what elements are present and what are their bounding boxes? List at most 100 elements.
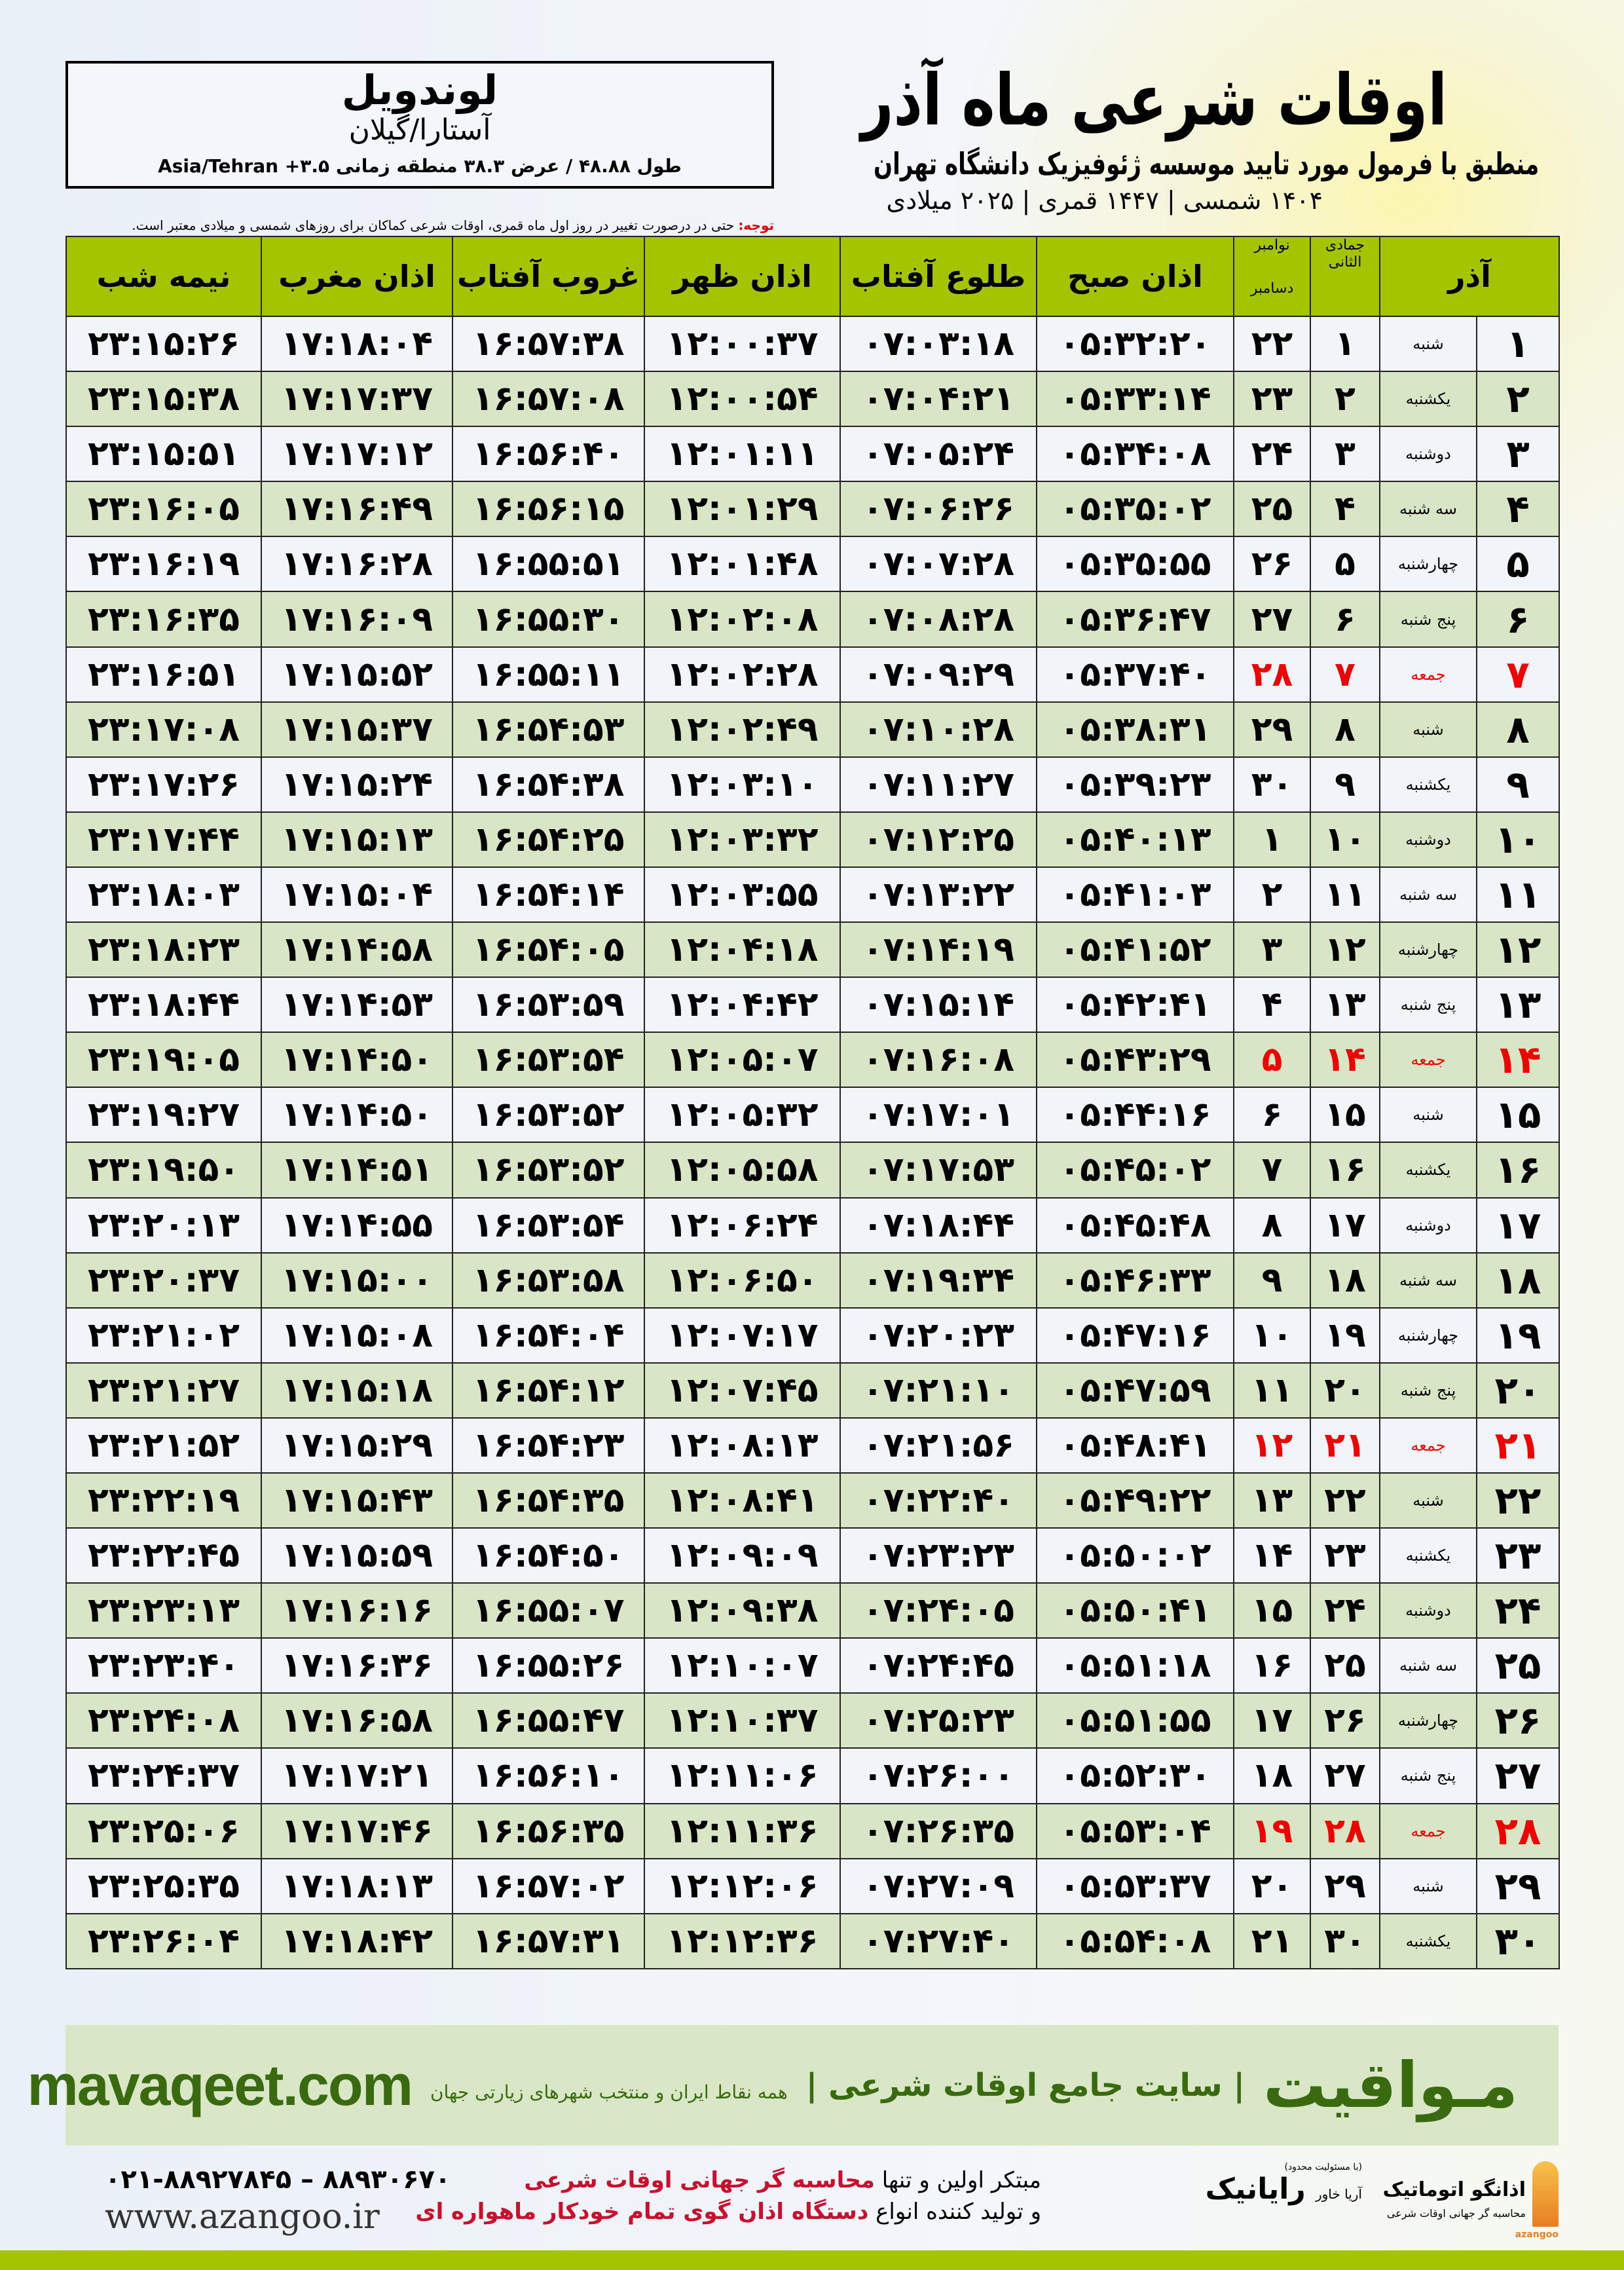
cell-fajr: ۰۵:۴۴:۱۶ — [1036, 1087, 1234, 1144]
table-row: ۱ شنبه ۱ ۲۲ ۰۵:۳۲:۲۰ ۰۷:۰۳:۱۸ ۱۲:۰۰:۳۷ ۱۶:۵۷:۳۸… — [65, 315, 1560, 373]
cell-midnight: ۲۳:۱۸:۴۴ — [65, 977, 262, 1033]
adv-1a: مبتکر اولین و تنها — [874, 2167, 1041, 2193]
table-row: ۱۶ یکشنبه ۱۶ ۷ ۰۵:۴۵:۰۲ ۰۷:۱۷:۵۳ ۱۲:۰۵:۵۸ ۱۶:۵۳… — [65, 1142, 1560, 1199]
cell-fajr: ۰۵:۵۰:۰۲ — [1036, 1527, 1234, 1584]
phone-numbers: ۰۲۱-۸۸۹۲۷۸۴۵ – ۸۸۹۳۰۶۷۰ — [105, 2165, 451, 2195]
cell-dhuhr: ۱۲:۰۴:۱۸ — [644, 921, 841, 978]
cell-day: ۲۲ — [1476, 1472, 1560, 1529]
cell-miladi: ۹ — [1233, 1252, 1311, 1309]
cell-day: ۲۴ — [1476, 1582, 1560, 1639]
cell-weekday: سه شنبه — [1378, 1252, 1478, 1309]
cell-maghrib: ۱۷:۱۷:۱۲ — [261, 426, 453, 483]
cell-maghrib: ۱۷:۱۴:۵۱ — [261, 1142, 453, 1199]
cell-fajr: ۰۵:۴۷:۱۶ — [1036, 1307, 1234, 1364]
cell-qamari: ۴ — [1310, 481, 1380, 538]
cell-day: ۱۱ — [1476, 866, 1560, 923]
cell-sunset: ۱۶:۵۵:۱۱ — [452, 646, 645, 703]
cell-dhuhr: ۱۲:۰۰:۳۷ — [644, 315, 841, 373]
cell-miladi: ۸ — [1233, 1197, 1311, 1254]
col-midnight: نیمه شب — [65, 236, 262, 317]
table-row: ۲ یکشنبه ۲ ۲۳ ۰۵:۳۳:۱۴ ۰۷:۰۴:۲۱ ۱۲:۰۰:۵۴ ۱۶:۵۷:… — [65, 371, 1560, 428]
cell-midnight: ۲۳:۲۴:۳۷ — [65, 1747, 262, 1804]
cell-maghrib: ۱۷:۱۶:۱۶ — [261, 1582, 453, 1639]
cell-sunset: ۱۶:۵۶:۱۵ — [452, 481, 645, 538]
cell-dhuhr: ۱۲:۱۰:۳۷ — [644, 1692, 841, 1749]
city-name: لوندویل — [341, 66, 498, 114]
cell-day: ۲۹ — [1476, 1857, 1560, 1914]
cell-dhuhr: ۱۲:۰۷:۱۷ — [644, 1307, 841, 1364]
cell-weekday: یکشنبه — [1378, 1527, 1478, 1584]
table-row: ۲۵ سه شنبه ۲۵ ۱۶ ۰۵:۵۱:۱۸ ۰۷:۲۴:۴۵ ۱۲:۱۰:۰۷ ۱۶:… — [65, 1637, 1560, 1694]
cell-sunset: ۱۶:۵۴:۱۴ — [452, 866, 645, 923]
cell-sunrise: ۰۷:۲۱:۵۶ — [840, 1417, 1037, 1474]
table-row: ۱۰ دوشنبه ۱۰ ۱ ۰۵:۴۰:۱۳ ۰۷:۱۲:۲۵ ۱۲:۰۳:۳۲ ۱۶:۵۴… — [65, 811, 1560, 868]
cell-maghrib: ۱۷:۱۶:۵۸ — [261, 1692, 453, 1749]
table-row: ۴ سه شنبه ۴ ۲۵ ۰۵:۳۵:۰۲ ۰۷:۰۶:۲۶ ۱۲:۰۱:۲۹ ۱۶:۵۶… — [65, 481, 1560, 538]
cell-sunrise: ۰۷:۰۸:۲۸ — [840, 591, 1037, 648]
adv-2b: دستگاه اذان گوی تمام خودکار ماهواره ای — [415, 2199, 869, 2225]
cell-miladi: ۶ — [1233, 1087, 1311, 1144]
cell-midnight: ۲۳:۲۰:۳۷ — [65, 1252, 262, 1309]
cell-sunset: ۱۶:۵۷:۰۲ — [452, 1857, 645, 1914]
slogan-sub: همه نقاط ایران و منتخب شهرهای زیارتی جها… — [430, 2081, 788, 2103]
cell-day: ۱۶ — [1476, 1142, 1560, 1199]
cell-miladi: ۱ — [1233, 811, 1311, 868]
cell-day: ۱۲ — [1476, 921, 1560, 978]
cell-maghrib: ۱۷:۱۷:۲۱ — [261, 1747, 453, 1804]
cell-qamari: ۱۸ — [1310, 1252, 1380, 1309]
table-row: ۶ پنج شنبه ۶ ۲۷ ۰۵:۳۶:۴۷ ۰۷:۰۸:۲۸ ۱۲:۰۲:۰۸ ۱۶:۵… — [65, 591, 1560, 648]
cell-dhuhr: ۱۲:۰۵:۵۸ — [644, 1142, 841, 1199]
cell-miladi: ۲۲ — [1233, 315, 1311, 373]
cell-sunset: ۱۶:۵۴:۳۸ — [452, 756, 645, 813]
cell-midnight: ۲۳:۲۱:۰۲ — [65, 1307, 262, 1364]
cell-fajr: ۰۵:۴۸:۴۱ — [1036, 1417, 1234, 1474]
cell-sunrise: ۰۷:۲۷:۰۹ — [840, 1857, 1037, 1914]
rayanik-name: رایانیک — [1205, 2172, 1306, 2206]
cell-weekday: چهارشنبه — [1378, 1307, 1478, 1364]
cell-maghrib: ۱۷:۱۴:۵۰ — [261, 1087, 453, 1144]
cell-sunset: ۱۶:۵۴:۵۳ — [452, 701, 645, 758]
cell-day: ۱۹ — [1476, 1307, 1560, 1364]
cell-day: ۸ — [1476, 701, 1560, 758]
cell-fajr: ۰۵:۴۱:۵۲ — [1036, 921, 1234, 978]
cell-sunset: ۱۶:۵۳:۵۴ — [452, 1197, 645, 1254]
cell-dhuhr: ۱۲:۱۱:۰۶ — [644, 1747, 841, 1804]
cell-sunrise: ۰۷:۲۷:۴۰ — [840, 1912, 1037, 1969]
cell-day: ۱۰ — [1476, 811, 1560, 868]
table-row: ۱۴ جمعه ۱۴ ۵ ۰۵:۴۳:۲۹ ۰۷:۱۶:۰۸ ۱۲:۰۵:۰۷ ۱۶:۵۳:۵… — [65, 1032, 1560, 1088]
cell-maghrib: ۱۷:۱۸:۴۲ — [261, 1912, 453, 1969]
cell-fajr: ۰۵:۴۶:۳۳ — [1036, 1252, 1234, 1309]
cell-maghrib: ۱۷:۱۴:۵۸ — [261, 921, 453, 978]
cell-sunset: ۱۶:۵۷:۳۸ — [452, 315, 645, 373]
cell-qamari: ۱۰ — [1310, 811, 1380, 868]
cell-qamari: ۲۶ — [1310, 1692, 1380, 1749]
cell-sunrise: ۰۷:۱۶:۰۸ — [840, 1032, 1037, 1088]
site-link[interactable]: mavaqeet.com — [27, 2053, 413, 2117]
cell-fajr: ۰۵:۵۱:۱۸ — [1036, 1637, 1234, 1694]
cell-dhuhr: ۱۲:۰۲:۰۸ — [644, 591, 841, 648]
prayer-times-table: آذر جمادی الثانی نوامبر دسامبر اذان صبح ط… — [65, 236, 1560, 1969]
cell-dhuhr: ۱۲:۰۹:۰۹ — [644, 1527, 841, 1584]
cell-sunrise: ۰۷:۱۴:۱۹ — [840, 921, 1037, 978]
rayanik-kh: آریا خاور — [1315, 2186, 1362, 2202]
cell-miladi: ۱۱ — [1233, 1362, 1311, 1419]
cell-fajr: ۰۵:۳۵:۵۵ — [1036, 536, 1234, 593]
cell-maghrib: ۱۷:۱۸:۱۳ — [261, 1857, 453, 1914]
cell-weekday: دوشنبه — [1378, 1582, 1478, 1639]
cell-sunrise: ۰۷:۲۴:۴۵ — [840, 1637, 1037, 1694]
cell-qamari: ۲۴ — [1310, 1582, 1380, 1639]
cell-maghrib: ۱۷:۱۵:۵۲ — [261, 646, 453, 703]
cell-sunset: ۱۶:۵۵:۴۷ — [452, 1692, 645, 1749]
azangoo-link[interactable]: www.azangoo.ir — [105, 2197, 380, 2237]
cell-day: ۲۱ — [1476, 1417, 1560, 1474]
cell-fajr: ۰۵:۴۹:۲۲ — [1036, 1472, 1234, 1529]
cell-sunrise: ۰۷:۰۵:۲۴ — [840, 426, 1037, 483]
cell-sunset: ۱۶:۵۶:۳۵ — [452, 1802, 645, 1859]
cell-miladi: ۲۱ — [1233, 1912, 1311, 1969]
cell-sunrise: ۰۷:۰۷:۲۸ — [840, 536, 1037, 593]
cell-sunset: ۱۶:۵۳:۵۲ — [452, 1142, 645, 1199]
cell-miladi: ۱۵ — [1233, 1582, 1311, 1639]
cell-day: ۲۳ — [1476, 1527, 1560, 1584]
table-row: ۳ دوشنبه ۳ ۲۴ ۰۵:۳۴:۰۸ ۰۷:۰۵:۲۴ ۱۲:۰۱:۱۱ ۱۶:۵۶:… — [65, 426, 1560, 483]
cell-maghrib: ۱۷:۱۶:۳۶ — [261, 1637, 453, 1694]
